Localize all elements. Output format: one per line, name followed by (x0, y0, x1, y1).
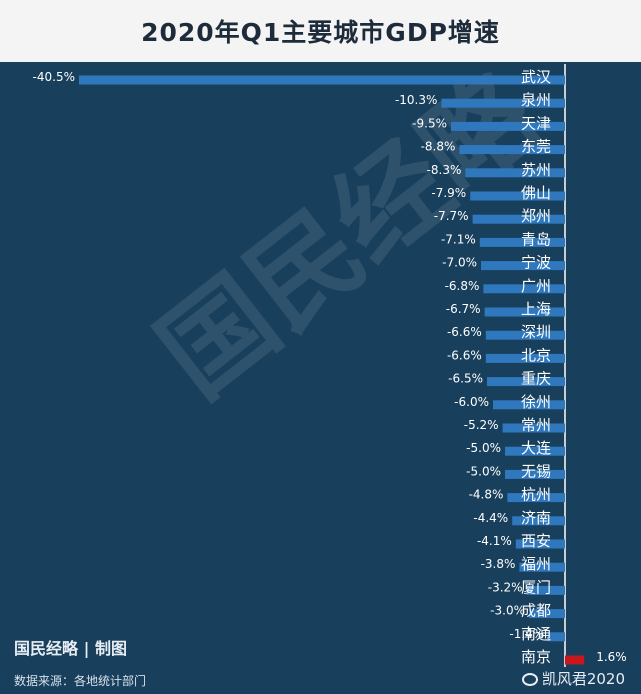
value-label: -8.8% (421, 140, 456, 154)
category-label: 福州 (521, 555, 551, 573)
category-label: 苏州 (521, 161, 551, 179)
value-label: -3.0% (490, 604, 525, 618)
category-label: 常州 (521, 416, 551, 434)
value-label: -10.3% (395, 93, 437, 107)
value-label: -8.3% (427, 163, 462, 177)
category-label: 西安 (521, 532, 551, 550)
bar-西安 (515, 539, 565, 549)
value-label: -6.6% (447, 325, 482, 339)
value-label: -6.5% (448, 372, 483, 386)
value-label: -3.2% (488, 580, 523, 594)
value-label: -6.7% (446, 302, 481, 316)
brand-label: 国民经略 | 制图 (14, 639, 127, 658)
category-label: 上海 (521, 300, 551, 318)
value-label: -6.0% (454, 395, 489, 409)
value-label: -5.0% (466, 441, 501, 455)
category-label: 武汉 (521, 68, 551, 86)
value-label: -4.1% (477, 534, 512, 548)
bar-上海 (484, 307, 565, 317)
value-label: -7.7% (434, 209, 469, 223)
bar-成都 (529, 609, 565, 619)
bar-郑州 (472, 214, 565, 224)
category-label: 徐州 (521, 393, 551, 411)
category-label: 杭州 (521, 486, 551, 504)
category-label: 郑州 (521, 207, 551, 225)
category-label: 深圳 (521, 323, 551, 341)
bar-重庆 (487, 377, 565, 387)
category-label: 济南 (521, 509, 551, 527)
bar-常州 (502, 423, 565, 433)
category-label: 南京 (521, 648, 551, 666)
category-label: 大连 (521, 439, 551, 457)
bar-武汉 (79, 75, 565, 85)
bar-杭州 (507, 493, 565, 503)
bar-深圳 (485, 330, 565, 340)
credit: 凯风君2020 (521, 668, 625, 689)
bar-广州 (483, 284, 565, 294)
bar-厦门 (526, 585, 565, 595)
category-label: 无锡 (521, 462, 551, 480)
bar-南京 (565, 655, 585, 665)
bar-东莞 (459, 145, 565, 155)
value-label: -6.8% (445, 279, 480, 293)
bar-青岛 (479, 237, 565, 247)
bar-济南 (512, 516, 565, 526)
credit-text: 凯风君2020 (541, 670, 625, 688)
bar-无锡 (505, 469, 565, 479)
category-label: 南通 (521, 625, 551, 643)
value-label: -5.2% (464, 418, 499, 432)
title-bar: 2020年Q1主要城市GDP增速 (0, 0, 641, 62)
bar-佛山 (470, 191, 565, 201)
value-label: -4.4% (473, 511, 508, 525)
category-label: 厦门 (521, 578, 551, 596)
bar-天津 (451, 121, 565, 131)
bar-南通 (548, 632, 565, 642)
category-label: 东莞 (521, 138, 551, 156)
category-label: 成都 (521, 602, 551, 620)
category-label: 天津 (521, 114, 551, 132)
chart-title: 2020年Q1主要城市GDP增速 (141, 18, 500, 47)
category-label: 青岛 (521, 230, 551, 248)
value-label: -40.5% (33, 70, 75, 84)
category-label: 广州 (521, 277, 551, 295)
category-label: 北京 (521, 346, 551, 364)
value-label: -6.6% (447, 348, 482, 362)
category-label: 宁波 (521, 254, 551, 272)
value-label: -4.8% (469, 488, 504, 502)
bar-宁波 (481, 261, 565, 271)
bar-泉州 (441, 98, 565, 108)
bar-大连 (505, 446, 565, 456)
bar-福州 (519, 562, 565, 572)
weibo-icon (521, 673, 538, 686)
bar-北京 (485, 353, 565, 363)
bar-徐州 (493, 400, 565, 410)
value-label: -7.1% (441, 232, 476, 246)
value-label: -9.5% (412, 116, 447, 130)
bar-chart: 武汉 -40.5% 泉州 -10.3% 天津 -9.5% 东莞 -8.8% 苏州 -8.3% 佛山 -… (33, 64, 627, 667)
bar-苏州 (465, 168, 565, 178)
value-label: -5.0% (466, 464, 501, 478)
value-label: -7.9% (431, 186, 466, 200)
data-source: 数据来源：各地统计部门 (14, 674, 147, 688)
value-label: -3.8% (481, 557, 516, 571)
value-label: -7.0% (442, 256, 477, 270)
category-label: 佛山 (521, 184, 551, 202)
value-label: 1.6% (596, 650, 627, 664)
category-label: 泉州 (521, 91, 551, 109)
value-label: -1.4% (509, 627, 544, 641)
category-label: 重庆 (521, 370, 551, 388)
